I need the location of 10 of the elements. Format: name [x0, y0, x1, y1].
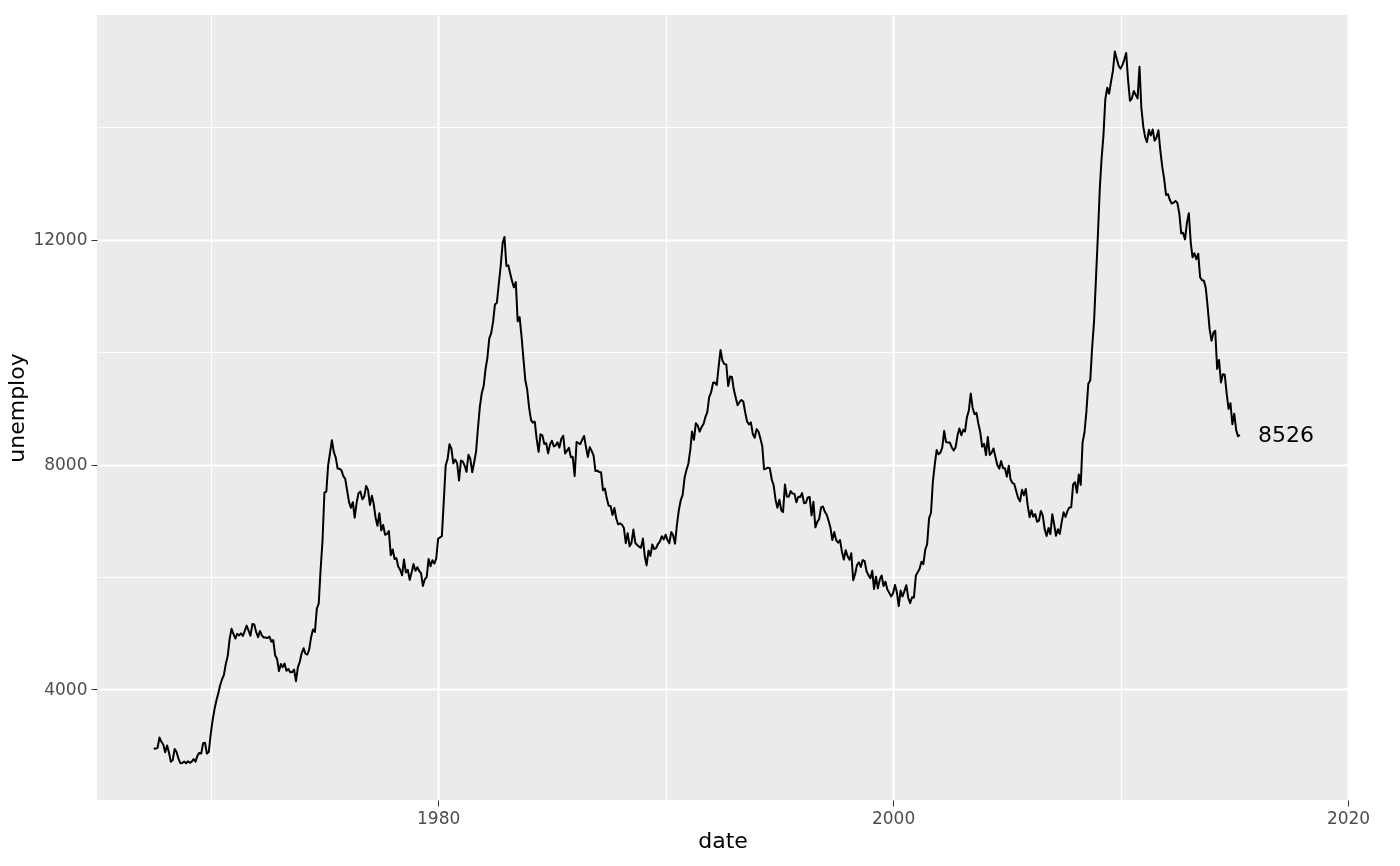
y-tick-label: 8000	[44, 454, 88, 475]
line-series	[152, 50, 1241, 765]
annotation: 8526	[1257, 421, 1314, 447]
y-axis-title: unemploy	[4, 353, 30, 463]
x-tick-label: 2000	[871, 807, 916, 828]
y-tick-label: 4000	[44, 678, 88, 699]
x-axis-title: date	[698, 827, 748, 853]
y-tick-label: 12000	[33, 229, 88, 250]
x-tick-label: 2020	[1326, 807, 1371, 828]
x-tick-label: 1980	[417, 807, 461, 828]
